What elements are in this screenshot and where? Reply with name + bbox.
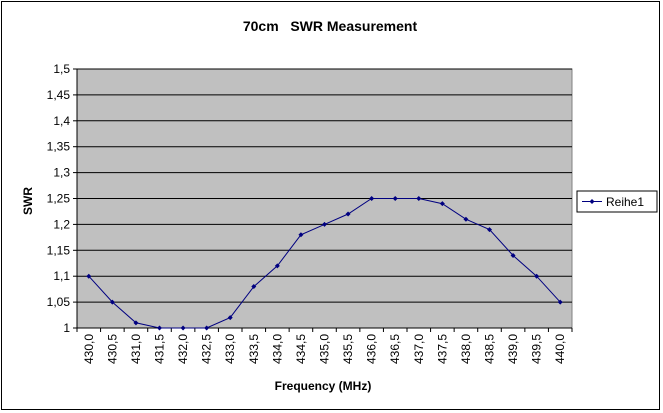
data-point (463, 216, 469, 222)
data-point (369, 196, 375, 201)
y-tick-label: 1,45 (47, 88, 71, 102)
data-point (180, 325, 186, 331)
y-axis-tick-labels: 1 1,05 1,1 1,15 1,2 1,25 1,3 1,35 1,4 1,45 1,5 (47, 62, 71, 335)
x-tick-label: 433,0 (223, 334, 237, 364)
x-tick-label: 436,0 (365, 334, 379, 364)
x-tick-label: 434,5 (294, 334, 308, 364)
data-point (204, 325, 210, 331)
data-point (487, 227, 492, 233)
legend-box (576, 190, 658, 213)
x-tick-label: 437,0 (412, 334, 426, 364)
y-tick-label: 1,2 (53, 217, 70, 231)
data-point (534, 273, 540, 279)
x-tick-label: 435,0 (318, 334, 332, 364)
legend: Reihe1 (576, 190, 658, 213)
data-point (416, 196, 422, 201)
x-axis-tick-labels: 430,0 430,5 431,0 431,5 432,0 432,5 433,0 433,5… (76, 328, 573, 364)
chart-title: 70cm SWR Measurement (243, 18, 418, 34)
y-tick-label: 1,05 (47, 295, 71, 309)
data-point (274, 263, 280, 269)
y-tick-label: 1,4 (53, 114, 70, 128)
y-tick-label: 1,1 (53, 269, 70, 283)
x-tick-label: 436,5 (388, 334, 402, 364)
data-point (298, 232, 304, 238)
data-point (227, 315, 233, 321)
y-tick-label: 1,5 (53, 62, 70, 76)
legend-marker (589, 199, 595, 204)
data-point (439, 201, 445, 207)
x-tick-label: 432,5 (200, 334, 214, 364)
data-point (510, 252, 516, 258)
legend-entry-reihe1: Reihe1 (606, 195, 644, 209)
data-point (557, 299, 563, 305)
x-tick-label: 437,5 (435, 334, 449, 364)
x-axis-label: Frequency (MHz) (275, 379, 372, 393)
x-tick-label: 430,0 (82, 334, 96, 364)
data-point (251, 284, 257, 290)
series-points (86, 196, 563, 331)
x-tick-label: 438,5 (483, 334, 497, 364)
x-tick-label: 439,5 (530, 334, 544, 364)
data-point (157, 325, 162, 331)
y-tick-label: 1 (63, 321, 70, 335)
x-tick-label: 438,0 (459, 334, 473, 364)
x-tick-label: 431,5 (153, 334, 167, 364)
grid-lines (73, 68, 572, 329)
y-tick-label: 1,15 (47, 243, 71, 257)
y-tick-label: 1,35 (47, 140, 71, 154)
y-tick-label: 1,3 (53, 166, 70, 180)
x-tick-label: 434,0 (270, 334, 284, 364)
y-axis-label: SWR (21, 187, 35, 215)
x-tick-label: 431,0 (129, 334, 143, 364)
x-tick-label: 432,0 (176, 334, 190, 364)
x-tick-label: 430,5 (105, 334, 119, 364)
x-tick-label: 440,0 (553, 334, 567, 364)
data-point (109, 299, 115, 305)
data-point (345, 211, 351, 217)
data-point (322, 221, 327, 227)
data-point (86, 273, 92, 279)
x-tick-label: 439,0 (506, 334, 520, 364)
data-point (133, 320, 139, 326)
data-point (392, 196, 398, 201)
x-tick-label: 435,5 (341, 334, 355, 364)
x-tick-label: 433,5 (247, 334, 261, 364)
y-tick-label: 1,25 (47, 192, 71, 206)
